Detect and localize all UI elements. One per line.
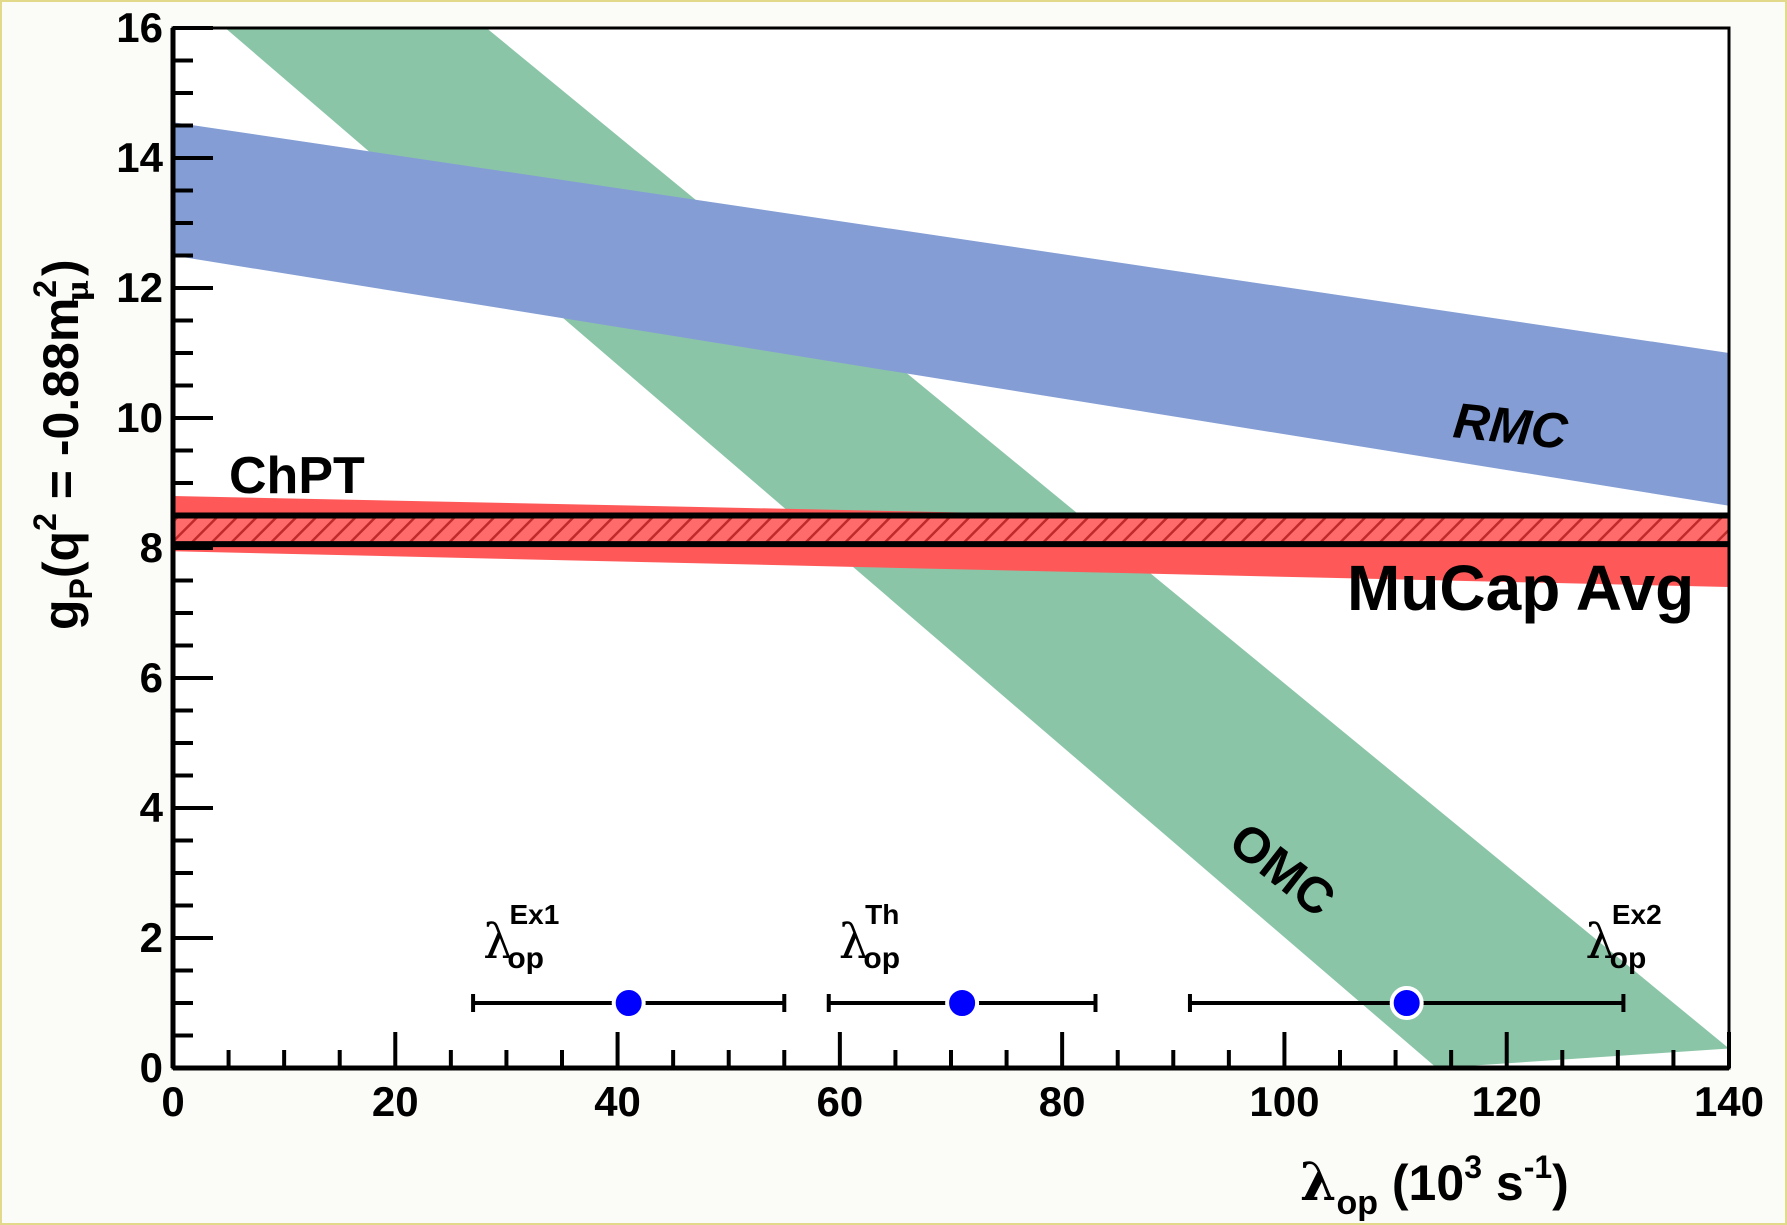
point-label-ex1: λEx1 op	[483, 899, 559, 975]
annotation-rmc: RMC	[1451, 392, 1571, 460]
y-tick-label: 8	[140, 524, 163, 571]
y-tick-label: 16	[116, 4, 163, 51]
x-axis-label: λop (103 s-1)	[1300, 1149, 1569, 1222]
mucap-avg-band	[173, 515, 1729, 545]
x-tick-label: 40	[594, 1078, 641, 1125]
x-tick-label: 60	[816, 1078, 863, 1125]
y-axis-label: gP(q2 = -0.88m2μ)	[27, 259, 99, 630]
band-rmc	[173, 122, 1729, 506]
y-tick-label: 4	[140, 784, 164, 831]
annotation-chpt: ChPT	[229, 447, 365, 505]
data-point-ex1	[611, 986, 646, 1020]
y-tick-label: 10	[116, 394, 163, 441]
point-label-ex2: λEx2 op	[1585, 899, 1661, 975]
x-tick-label: 120	[1472, 1078, 1542, 1125]
y-tick-label: 6	[140, 654, 163, 701]
x-tick-label: 80	[1039, 1078, 1086, 1125]
data-point-th	[945, 986, 980, 1020]
y-tick-label: 14	[116, 134, 163, 181]
x-tick-label: 0	[161, 1078, 184, 1125]
point-label-th: λTh op	[839, 899, 900, 975]
annotation-mucap: MuCap Avg	[1347, 552, 1694, 624]
data-point-ex2	[1389, 986, 1424, 1020]
x-tick-label: 140	[1694, 1078, 1764, 1125]
x-tick-label: 20	[372, 1078, 419, 1125]
y-tick-label: 12	[116, 264, 163, 311]
y-tick-label: 0	[140, 1044, 163, 1091]
y-tick-label: 2	[140, 914, 163, 961]
x-tick-label: 100	[1249, 1078, 1319, 1125]
